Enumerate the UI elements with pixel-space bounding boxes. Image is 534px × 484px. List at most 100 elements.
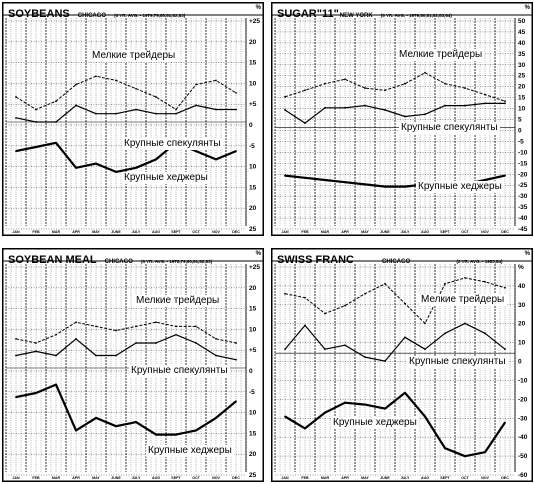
y-tick-label: -15 bbox=[518, 160, 528, 167]
large-hedgers-point bbox=[135, 166, 137, 169]
large-speculators-point bbox=[155, 342, 157, 344]
x-tick-label: APR bbox=[341, 476, 349, 480]
y-tick-label: 40 bbox=[518, 283, 526, 290]
large-hedgers-point bbox=[364, 403, 366, 406]
large-speculators-point bbox=[55, 121, 57, 123]
y-tick-label: 0 bbox=[518, 127, 522, 134]
y-tick-label: 15 bbox=[249, 184, 257, 191]
y-tick-label: 10 bbox=[249, 326, 257, 333]
large-hedgers-line bbox=[15, 383, 237, 436]
x-tick-label: FEB bbox=[32, 230, 40, 234]
x-tick-label: DEC bbox=[232, 230, 240, 234]
chart-average-note: (6 YR. AVG. - 1979,80,81,82,83,84) bbox=[380, 13, 452, 18]
panel-frame bbox=[271, 248, 533, 482]
large-speculators-point bbox=[75, 104, 77, 107]
x-tick-label: JAN bbox=[12, 230, 20, 234]
x-tick-label: JULY bbox=[401, 230, 410, 234]
x-tick-label: JUNE bbox=[380, 476, 390, 480]
large-speculators-point bbox=[304, 324, 306, 327]
large-hedgers-point bbox=[444, 447, 446, 450]
large-speculators-label: Крупные спекулянты bbox=[399, 122, 500, 134]
large-hedgers-point bbox=[284, 415, 286, 418]
large-hedgers-point bbox=[115, 171, 117, 173]
y-tick-label: 25 bbox=[249, 226, 257, 233]
large-speculators-point bbox=[75, 337, 77, 340]
large-speculators-point bbox=[404, 115, 406, 118]
small-traders-point bbox=[235, 342, 237, 344]
large-speculators-point bbox=[135, 108, 137, 111]
large-speculators-point bbox=[175, 112, 177, 115]
x-tick-label: SEPT bbox=[440, 230, 450, 234]
large-speculators-label: Крупные спекулянты bbox=[122, 138, 223, 150]
chart-swiss-franc-title: SWISS FRANC CHICAGO (2 YR. AVG. - 1983,84) bbox=[277, 250, 503, 268]
y-tick-label: +5 bbox=[249, 101, 257, 108]
y-tick-label: 20 bbox=[518, 84, 526, 91]
small-traders-point bbox=[404, 82, 406, 85]
large-hedgers-point bbox=[15, 150, 17, 153]
chart-title: SOYBEAN MEAL bbox=[8, 254, 97, 266]
x-tick-label: FEB bbox=[301, 476, 309, 480]
large-hedgers-point bbox=[55, 141, 57, 144]
y-tick-label: -30 bbox=[518, 415, 528, 422]
x-tick-label: DEC bbox=[501, 230, 509, 234]
large-hedgers-point bbox=[324, 179, 326, 181]
large-hedgers-line bbox=[284, 391, 506, 458]
small-traders-point bbox=[404, 302, 406, 305]
x-tick-label: NOV bbox=[481, 230, 489, 234]
y-tick-label: -5 bbox=[249, 143, 255, 150]
y-tick-label: 10 bbox=[249, 80, 257, 87]
large-hedgers-point bbox=[284, 174, 286, 177]
chart-title: SOYBEANS bbox=[8, 8, 70, 20]
small-traders-point bbox=[175, 325, 177, 328]
large-speculators-point bbox=[195, 104, 197, 107]
y-tick-label: -10 bbox=[518, 377, 528, 384]
chart-soybeans: +25 20 15 10 +5 0 -5 10 15 20 25 JAN FEB MAR APR MAY JUN… bbox=[2, 2, 264, 236]
large-hedgers-point bbox=[324, 411, 326, 414]
x-tick-label: JUNE bbox=[380, 230, 390, 234]
large-hedgers-point bbox=[304, 427, 306, 430]
small-traders-point bbox=[444, 282, 446, 285]
x-tick-label: MAY bbox=[92, 476, 100, 480]
large-speculators-point bbox=[95, 354, 97, 357]
small-traders-label: Мелкие трейдеры bbox=[419, 294, 507, 306]
y-tick-label: -40 bbox=[518, 215, 528, 222]
small-traders-point bbox=[135, 325, 137, 328]
y-tick-label: 45 bbox=[518, 29, 526, 36]
large-hedgers-point bbox=[195, 429, 197, 432]
large-hedgers-point bbox=[364, 183, 366, 186]
small-traders-point bbox=[444, 82, 446, 85]
large-hedgers-point bbox=[75, 166, 77, 169]
small-traders-point bbox=[55, 100, 57, 103]
chart-location: CHICAGO bbox=[104, 259, 133, 265]
x-tick-label: SEPT bbox=[171, 476, 181, 480]
y-tick-label: 15 bbox=[249, 60, 257, 67]
small-traders-point bbox=[155, 321, 157, 324]
panel-frame bbox=[271, 2, 533, 236]
small-traders-point bbox=[384, 282, 386, 285]
large-speculators-point bbox=[115, 354, 117, 357]
x-tick-label: DEC bbox=[501, 476, 509, 480]
small-traders-point bbox=[464, 276, 466, 279]
y-tick-label: 40 bbox=[518, 40, 526, 47]
x-tick-label: OCT bbox=[192, 230, 200, 234]
small-traders-point bbox=[484, 93, 486, 96]
x-tick-label: OCT bbox=[192, 476, 200, 480]
y-tick-label: 20 bbox=[249, 39, 257, 46]
large-hedgers-point bbox=[215, 417, 217, 419]
small-traders-point bbox=[35, 342, 37, 344]
y-tick-label: 0 bbox=[518, 359, 522, 366]
large-speculators-point bbox=[464, 104, 466, 107]
x-tick-label: MAR bbox=[52, 230, 61, 234]
x-tick-label: AUG bbox=[152, 230, 160, 234]
large-speculators-label: Крупные спекулянты bbox=[129, 365, 230, 377]
y-tick-label: -40 bbox=[518, 434, 528, 441]
y-tick-label: 35 bbox=[518, 51, 526, 58]
large-speculators-point bbox=[504, 348, 506, 351]
y-tick-label: -10 bbox=[518, 149, 528, 156]
large-hedgers-point bbox=[404, 391, 406, 394]
x-tick-label: MAR bbox=[321, 230, 330, 234]
large-speculators-point bbox=[284, 109, 286, 111]
y-tick-label: -35 bbox=[518, 204, 528, 211]
large-speculators-label: Крупные спекулянты bbox=[407, 356, 508, 368]
large-speculators-point bbox=[55, 354, 57, 357]
